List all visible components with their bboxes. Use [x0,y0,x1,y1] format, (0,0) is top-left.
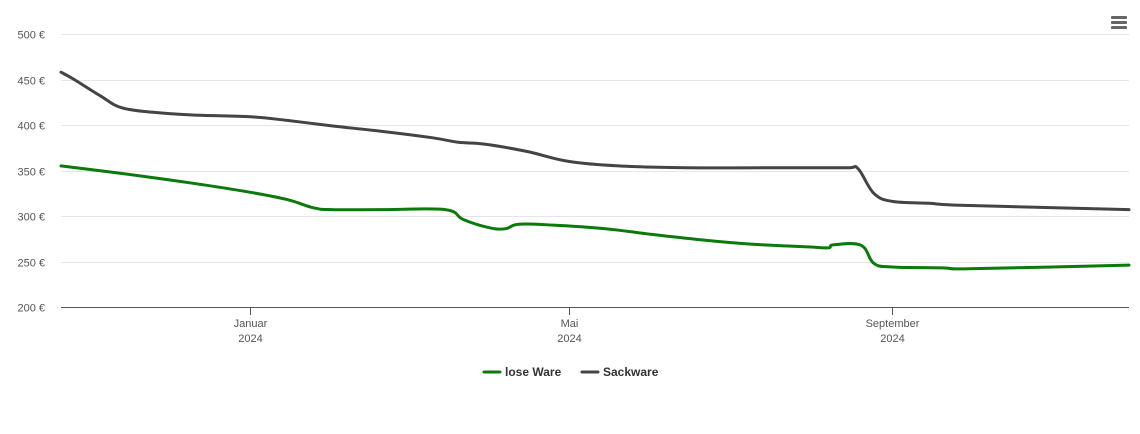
x-tick-label-month: Januar [234,318,268,330]
chart-menu-button[interactable] [1110,15,1128,29]
x-tick-label-month: September [866,318,920,330]
series-line-lose-ware[interactable] [59,164,1131,271]
legend-item-sackware[interactable]: Sackware [580,365,659,379]
legend-label: lose Ware [505,365,562,379]
x-axis: Januar 2024 Mai 2024 September 2024 [61,307,1129,345]
y-tick-label: 350 € [17,167,45,179]
y-tick-label: 400 € [17,121,45,133]
x-tick-label-year: 2024 [880,333,904,345]
hamburger-menu-icon [1111,16,1127,29]
legend-item-lose-ware[interactable]: lose Ware [482,365,562,379]
y-tick-label: 500 € [17,30,45,42]
y-tick-label: 450 € [17,76,45,88]
x-tick-label-month: Mai [561,318,579,330]
grid-lines [61,34,1129,263]
legend: lose Ware Sackware [482,365,659,379]
x-tick-label-year: 2024 [238,333,262,345]
series-line-sackware[interactable] [59,70,1131,212]
y-tick-label: 200 € [17,303,45,315]
x-tick-label-year: 2024 [557,333,581,345]
y-axis: 200 € 250 € 300 € 350 € 400 € 450 € 500 € [17,30,45,315]
legend-label: Sackware [603,365,659,379]
y-tick-label: 300 € [17,212,45,224]
y-tick-label: 250 € [17,258,45,270]
series-lines [59,70,1131,271]
